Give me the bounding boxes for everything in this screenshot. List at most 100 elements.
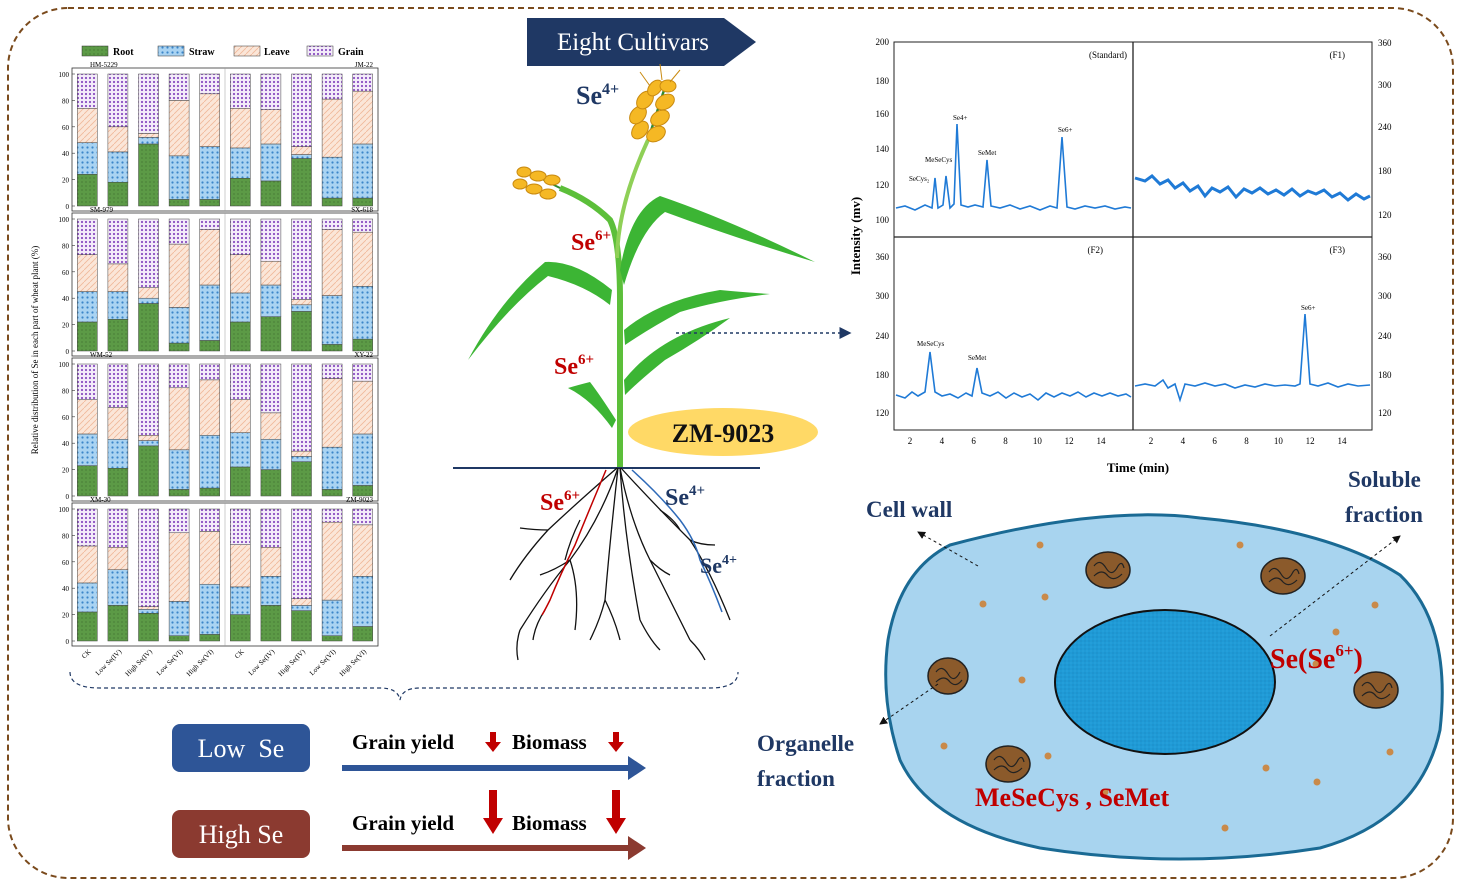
hplc-ytick: 360 [876,252,890,262]
hplc-xtick: 6 [971,436,976,446]
hplc-xtick: 12 [1306,436,1315,446]
bar-segment-root [260,605,282,642]
trace-f2 [895,351,1132,402]
bar-segment-grain [138,363,159,436]
bar-segment-root [352,485,373,497]
bar-segment-straw [352,576,373,627]
bar-segment-root [230,466,251,497]
se6-root-label: Se6+ [540,488,580,516]
bar-segment-leave [291,299,312,306]
bar-segment-grain [291,508,312,600]
hplc-ytick: 180 [876,76,890,86]
bar-segment-leave [230,399,251,433]
stacked-ytick: 80 [62,532,70,540]
bar-segment-leave [260,260,282,286]
high-se-arrow [342,836,646,860]
stacked-xtick: CK [80,648,93,661]
bar-segment-grain [168,218,190,245]
high-biomass-down-arrow [606,790,626,834]
hplc-ytick-right: 300 [1378,80,1392,90]
bar-segment-grain [230,508,251,545]
bar-segment-grain [199,363,220,381]
se4-top-label: Se4+ [576,81,619,110]
hplc-ytick: 120 [876,180,890,190]
hplc-ytick: 140 [876,144,890,154]
bar-segment-grain [321,218,343,230]
low-biomass-down-arrow [608,732,624,752]
bar-segment-grain [352,218,373,233]
stacked-ytick: 80 [62,242,70,250]
bar-segment-straw [199,284,220,341]
bar-segment-straw [230,432,251,468]
low-se-label: Low Se [198,734,285,763]
bar-segment-grain [77,218,98,255]
stacked-ytick: 40 [62,295,70,303]
stacked-y-axis-label: Relative distribution of Se in each part… [30,246,40,454]
stacked-ytick: 0 [66,203,70,211]
bar-segment-straw [321,156,343,199]
peak-f2-semet: SeMet [968,354,986,362]
bar-segment-grain [230,363,251,400]
bar-segment-leave [168,100,190,157]
bar-segment-grain [352,508,373,526]
stacked-ytick: 100 [59,71,70,79]
hplc-xtick: 8 [1003,436,1008,446]
wheat-plant [468,63,815,468]
soluble-label-2: fraction [1345,502,1423,527]
bar-segment-grain [291,363,312,452]
bar-segment-grain [199,218,220,230]
bar-segment-leave [230,254,251,294]
bar-segment-root [199,487,220,497]
bar-segment-leave [199,93,220,147]
bar-segment-grain [260,508,282,548]
trace-f3 [1134,313,1371,403]
hplc-ytick: 180 [876,370,890,380]
vesicles [940,541,1394,832]
bar-segment-root [107,319,129,352]
stacked-ytick: 20 [62,322,70,330]
bar-segment-leave [230,108,251,149]
hplc-ytick-right: 240 [1378,331,1392,341]
stacked-xtick: Low Se(VI) [308,647,338,677]
red-root [541,469,607,616]
trace-f1 [1134,174,1371,202]
bar-segment-root [291,461,312,497]
bar-segment-grain [260,218,282,262]
bar-segment-leave [321,229,343,296]
organelle-label-2: fraction [757,766,835,791]
bar-segment-leave [321,378,343,448]
stacked-xtick: CK [233,648,246,661]
cultivar-label: ZM-9023 [672,419,775,448]
bar-segment-root [260,316,282,352]
bar-segment-root [291,158,312,207]
bar-segment-leave [352,380,373,435]
bar-segment-grain [260,73,282,110]
peak-mesecys: MeSeCys [925,156,953,164]
bar-segment-straw [77,582,98,613]
bar-segment-root [260,469,282,497]
peak-f2-mesecys: MeSeCys [917,340,945,348]
bar-segment-root [291,311,312,352]
legend-label-grain: Grain [338,47,364,58]
panel-f3-label: (F3) [1330,245,1346,255]
panel-cultivar-right: XY-22 [354,351,373,359]
bar-segment-leave [199,531,220,585]
bar-segment-root [107,468,129,497]
legend-swatch-grain [306,45,334,57]
bar-segment-straw [321,446,343,490]
stacked-ytick: 80 [62,97,70,105]
bar-segment-straw [352,286,373,340]
low-se-box [172,724,310,772]
bar-segment-root [230,178,251,207]
peak-semet: SeMet [978,149,996,157]
stacked-ytick: 0 [66,638,70,646]
hplc-ytick-right: 180 [1378,370,1392,380]
bar-segment-leave [138,606,159,610]
hplc-xtick: 10 [1033,436,1043,446]
stacked-panel: WM-52 XY-22 0 20 40 60 80 100 [59,351,379,502]
bar-segment-grain [138,218,159,288]
stacked-panel: XM-30 ZM-9023 0 20 40 60 80 100 [59,496,379,647]
legend-swatch-root [81,45,109,57]
hplc-ytick-right: 360 [1378,252,1392,262]
low-grain-yield: Grain yield [352,730,454,754]
